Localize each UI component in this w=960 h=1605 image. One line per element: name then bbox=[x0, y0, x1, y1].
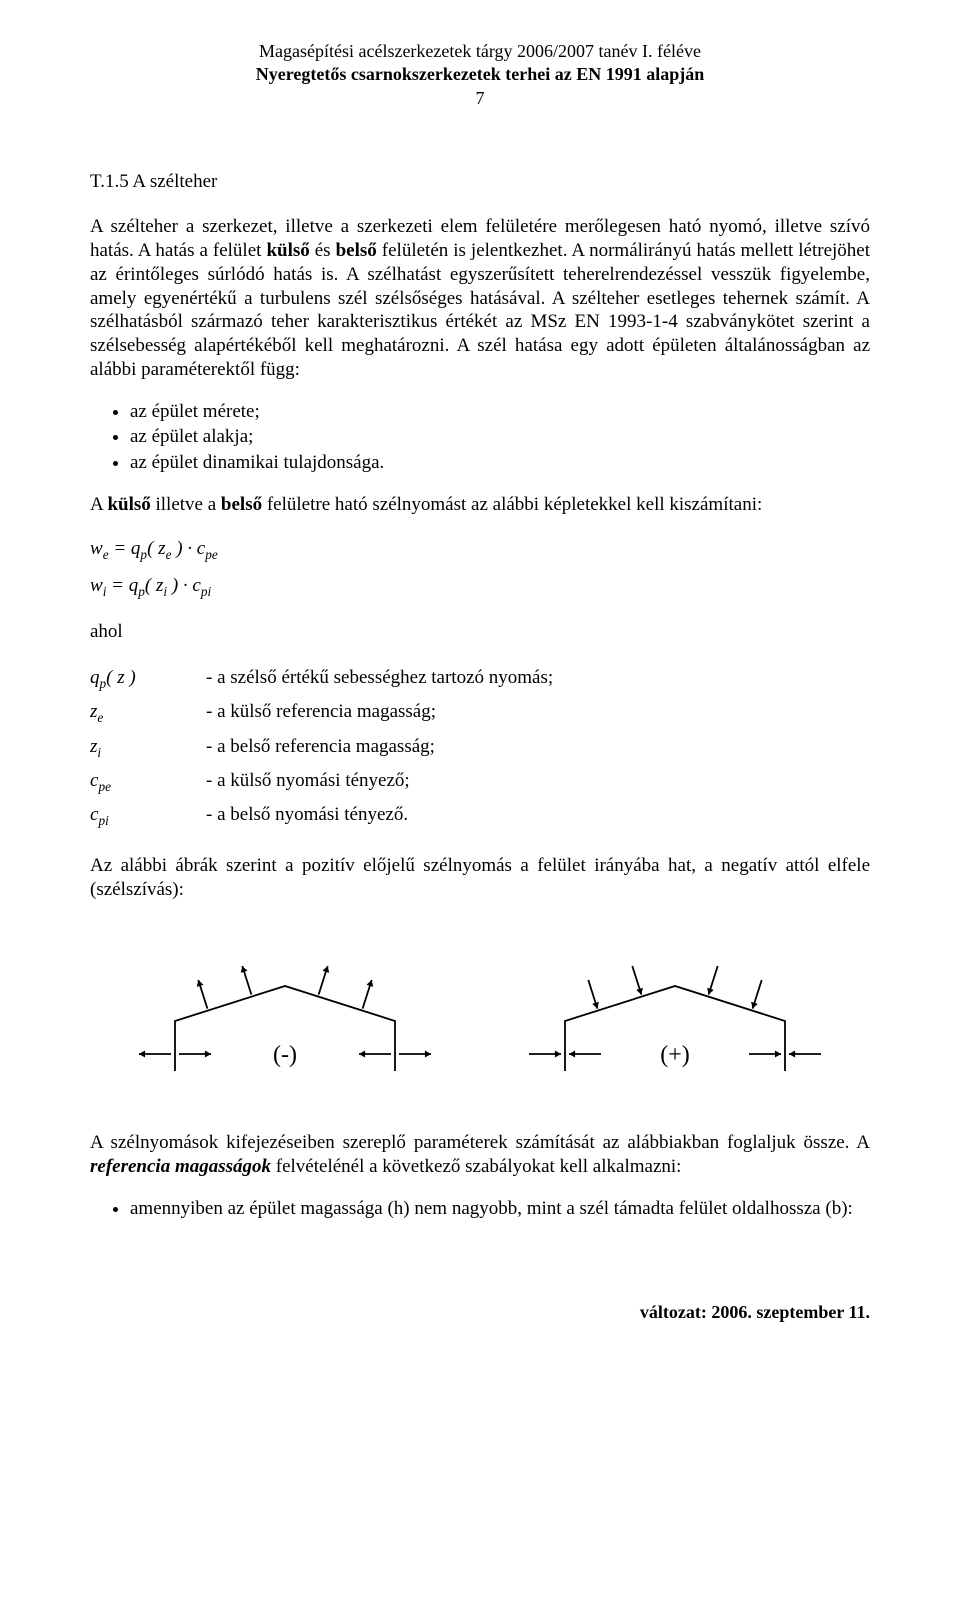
page-number: 7 bbox=[90, 87, 870, 110]
header-line-1: Magasépítési acélszerkezetek tárgy 2006/… bbox=[90, 40, 870, 63]
bullet-item: amennyiben az épület magassága (h) nem n… bbox=[130, 1197, 870, 1221]
paragraph-closing: A szélnyomások kifejezéseiben szereplő p… bbox=[90, 1131, 870, 1179]
p4-bolditalic-ref: referencia magasságok bbox=[90, 1156, 271, 1177]
p2-text-e: felületre ható szélnyomást az alábbi kép… bbox=[262, 494, 762, 515]
def-text: - a külső referencia magasság; bbox=[206, 696, 559, 730]
paragraph-intro: A szélteher a szerkezet, illetve a szerk… bbox=[90, 215, 870, 381]
diagram-row: (-) (+) bbox=[90, 931, 870, 1091]
page-footer: változat: 2006. szeptember 11. bbox=[90, 1301, 870, 1324]
def-symbol: cpe bbox=[90, 765, 206, 799]
def-row: cpe - a külső nyomási tényező; bbox=[90, 765, 559, 799]
paragraph-formulas-intro: A külső illetve a belső felületre ható s… bbox=[90, 493, 870, 517]
def-row: zi - a belső referencia magasság; bbox=[90, 731, 559, 765]
label-ahol: ahol bbox=[90, 620, 870, 644]
p1-text-c: és bbox=[310, 240, 336, 261]
def-row: qp( z ) - a szélső értékű sebességhez ta… bbox=[90, 662, 559, 696]
svg-text:(+): (+) bbox=[660, 1042, 690, 1068]
def-row: ze - a külső referencia magasság; bbox=[90, 696, 559, 730]
p2-bold-kulso: külső bbox=[107, 494, 150, 515]
def-symbol: zi bbox=[90, 731, 206, 765]
section-title: T.1.5 A szélteher bbox=[90, 170, 870, 194]
bullet-list-rules: amennyiben az épület magassága (h) nem n… bbox=[130, 1197, 870, 1221]
def-symbol: qp( z ) bbox=[90, 662, 206, 696]
def-row: cpi - a belső nyomási tényező. bbox=[90, 799, 559, 833]
formula-we: we = qp( ze ) · cpe bbox=[90, 535, 870, 565]
def-symbol: cpi bbox=[90, 799, 206, 833]
bullet-item: az épület dinamikai tulajdonsága. bbox=[130, 451, 870, 475]
def-text: - a külső nyomási tényező; bbox=[206, 765, 559, 799]
def-text: - a belső referencia magasság; bbox=[206, 731, 559, 765]
header-line-2: Nyeregtetős csarnokszerkezetek terhei az… bbox=[90, 63, 870, 86]
p2-text-a: A bbox=[90, 494, 107, 515]
diagram-negative: (-) bbox=[135, 931, 435, 1091]
p1-bold-kulso: külső bbox=[266, 240, 309, 261]
def-text: - a szélső értékű sebességhez tartozó ny… bbox=[206, 662, 559, 696]
p1-bold-belso: belső bbox=[336, 240, 377, 261]
p4-text-a: A szélnyomások kifejezéseiben szereplő p… bbox=[90, 1132, 870, 1153]
bullet-item: az épület mérete; bbox=[130, 400, 870, 424]
p4-text-c: felvételénél a következő szabályokat kel… bbox=[271, 1156, 681, 1177]
p2-text-c: illetve a bbox=[151, 494, 221, 515]
bullet-list-params: az épület mérete; az épület alakja; az é… bbox=[130, 400, 870, 475]
p2-bold-belso: belső bbox=[221, 494, 262, 515]
def-symbol: ze bbox=[90, 696, 206, 730]
formula-wi: wi = qp( zi ) · cpi bbox=[90, 572, 870, 602]
diagram-positive: (+) bbox=[525, 931, 825, 1091]
def-text: - a belső nyomási tényező. bbox=[206, 799, 559, 833]
symbol-definitions: qp( z ) - a szélső értékű sebességhez ta… bbox=[90, 662, 559, 834]
bullet-item: az épület alakja; bbox=[130, 425, 870, 449]
svg-text:(-): (-) bbox=[273, 1042, 297, 1068]
page-header: Magasépítési acélszerkezetek tárgy 2006/… bbox=[90, 40, 870, 110]
paragraph-diagram-intro: Az alábbi ábrák szerint a pozitív előjel… bbox=[90, 854, 870, 902]
